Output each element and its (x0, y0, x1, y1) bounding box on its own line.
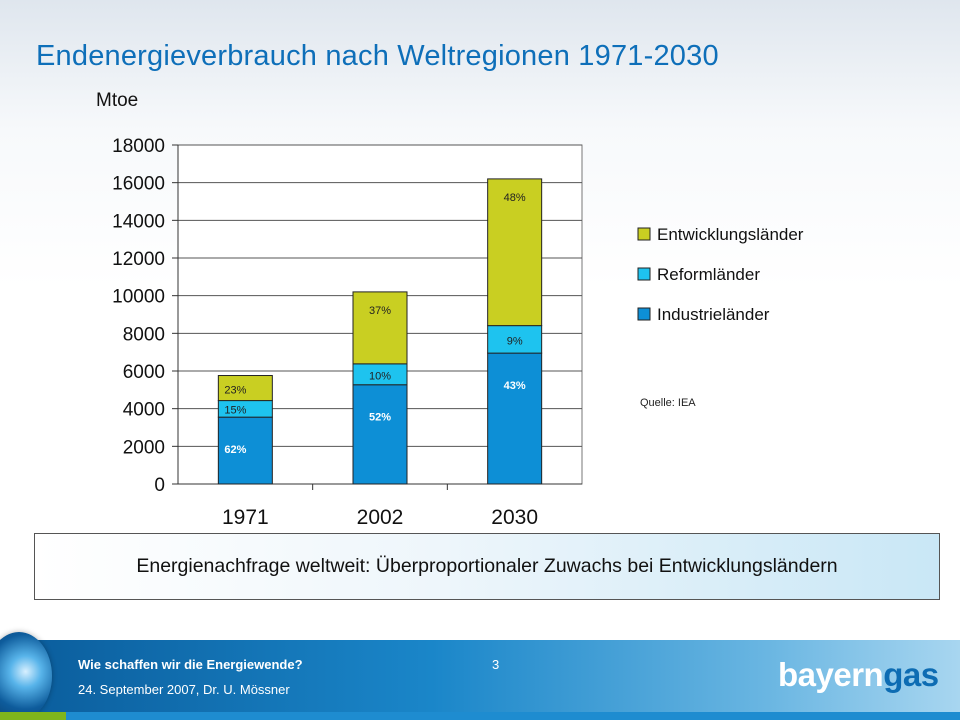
data-label-1971-1: 15% (224, 405, 246, 417)
bar-segment-2030-2 (487, 178, 543, 327)
x-tick-label: 1971 (222, 506, 269, 529)
y-tick-label: 10000 (112, 287, 165, 308)
page-number: 3 (492, 657, 500, 672)
bayerngas-emblem-icon (0, 632, 52, 720)
footer-bar (0, 640, 960, 720)
data-label-1971-0: 62% (224, 444, 246, 456)
bar-segment-1971-0 (217, 416, 273, 485)
data-label-2002-0: 52% (369, 412, 391, 424)
footer-subtitle: 24. September 2007, Dr. U. Mössner (78, 682, 290, 697)
y-tick-label: 18000 (112, 136, 165, 157)
source-note: Quelle: IEA (640, 397, 696, 409)
bar-segment-2002-0 (352, 384, 408, 485)
summary-callout-text: Energienachfrage weltweit: Überproportio… (136, 555, 838, 577)
legend-swatch (637, 267, 651, 281)
y-tick-label: 12000 (112, 249, 165, 270)
brand-logo-prefix: bayern (778, 656, 884, 693)
footer-stripe (0, 712, 960, 720)
data-label-2002-1: 10% (369, 370, 391, 382)
legend-label: Reformländer (657, 265, 760, 284)
legend-label: Industrieländer (657, 305, 770, 324)
y-tick-label: 0 (154, 475, 165, 496)
summary-callout: Energienachfrage weltweit: Überproportio… (34, 533, 940, 600)
y-tick-label: 4000 (123, 400, 165, 421)
y-axis-unit-label: Mtoe (96, 90, 139, 111)
y-tick-label: 2000 (123, 437, 165, 458)
data-label-2030-2: 48% (504, 192, 526, 204)
x-tick-label: 2030 (491, 506, 538, 529)
data-label-2030-0: 43% (504, 380, 526, 392)
x-tick-label: 2002 (357, 506, 404, 529)
bar-segment-2030-0 (487, 352, 543, 485)
y-tick-label: 14000 (112, 211, 165, 232)
y-tick-label: 6000 (123, 362, 165, 383)
legend-swatch (637, 307, 651, 321)
brand-logo: bayerngas (778, 656, 939, 694)
data-label-1971-2: 23% (224, 384, 246, 396)
slide-title: Endenergieverbrauch nach Weltregionen 19… (36, 40, 719, 72)
brand-logo-suffix: gas (883, 656, 939, 693)
legend-swatch (637, 227, 651, 241)
data-label-2030-1: 9% (507, 336, 523, 348)
legend-label: Entwicklungsländer (657, 225, 804, 244)
footer-title: Wie schaffen wir die Energiewende? (78, 657, 303, 672)
stacked-bar-chart: 0 2000 4000 6000 8000 10000 12000 14000 16000 180… (112, 136, 804, 529)
bar-segment-1971-2 (217, 375, 273, 402)
y-tick-label: 8000 (123, 324, 165, 345)
y-tick-label: 16000 (112, 174, 165, 195)
data-label-2002-2: 37% (369, 305, 391, 317)
bar-segment-2002-2 (352, 291, 408, 365)
